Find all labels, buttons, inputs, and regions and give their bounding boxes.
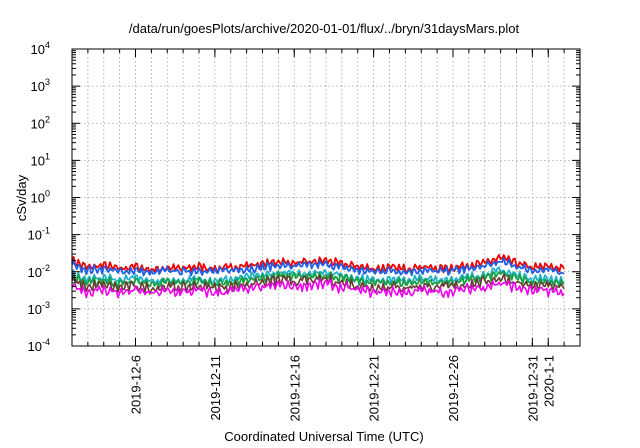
y-tick-label: 10-2 [28, 263, 50, 280]
x-tick-label: 2020-1-1 [541, 355, 556, 407]
grid-lines [72, 49, 580, 346]
chart-title: /data/run/goesPlots/archive/2020-01-01/f… [129, 21, 520, 36]
x-tick-label: 2019-12-31 [525, 355, 540, 422]
x-tick-label: 2019-12-16 [287, 355, 302, 422]
y-tick-label: 10-3 [28, 300, 50, 317]
x-tick-label: 2019-12-21 [367, 355, 382, 422]
y-tick-label: 104 [31, 40, 50, 57]
y-tick-label: 103 [31, 77, 50, 94]
x-axis-label: Coordinated Universal Time (UTC) [224, 429, 423, 444]
y-tick-label: 100 [31, 189, 50, 206]
y-tick-label: 10-4 [28, 337, 50, 354]
x-tick-label: 2019-12-11 [208, 355, 223, 421]
y-tick-labels: 10-4 10-3 10-2 10-1 100 101 102 103 104 [28, 40, 50, 354]
series-line [71, 256, 565, 277]
series-line [71, 273, 565, 295]
series-line [71, 277, 565, 299]
axis-ticks [72, 48, 580, 347]
x-tick-label: 2019-12-26 [446, 355, 461, 422]
y-axis-label: cSv/day [14, 174, 29, 221]
y-tick-label: 101 [31, 151, 50, 168]
x-tick-labels: 2019-12-6 2019-12-11 2019-12-16 2019-12-21 2… [129, 355, 557, 422]
y-tick-label: 102 [31, 114, 50, 131]
series-line [71, 270, 565, 289]
y-tick-label: 10-1 [28, 226, 50, 243]
series-lines [71, 254, 565, 299]
x-tick-label: 2019-12-6 [129, 355, 144, 414]
